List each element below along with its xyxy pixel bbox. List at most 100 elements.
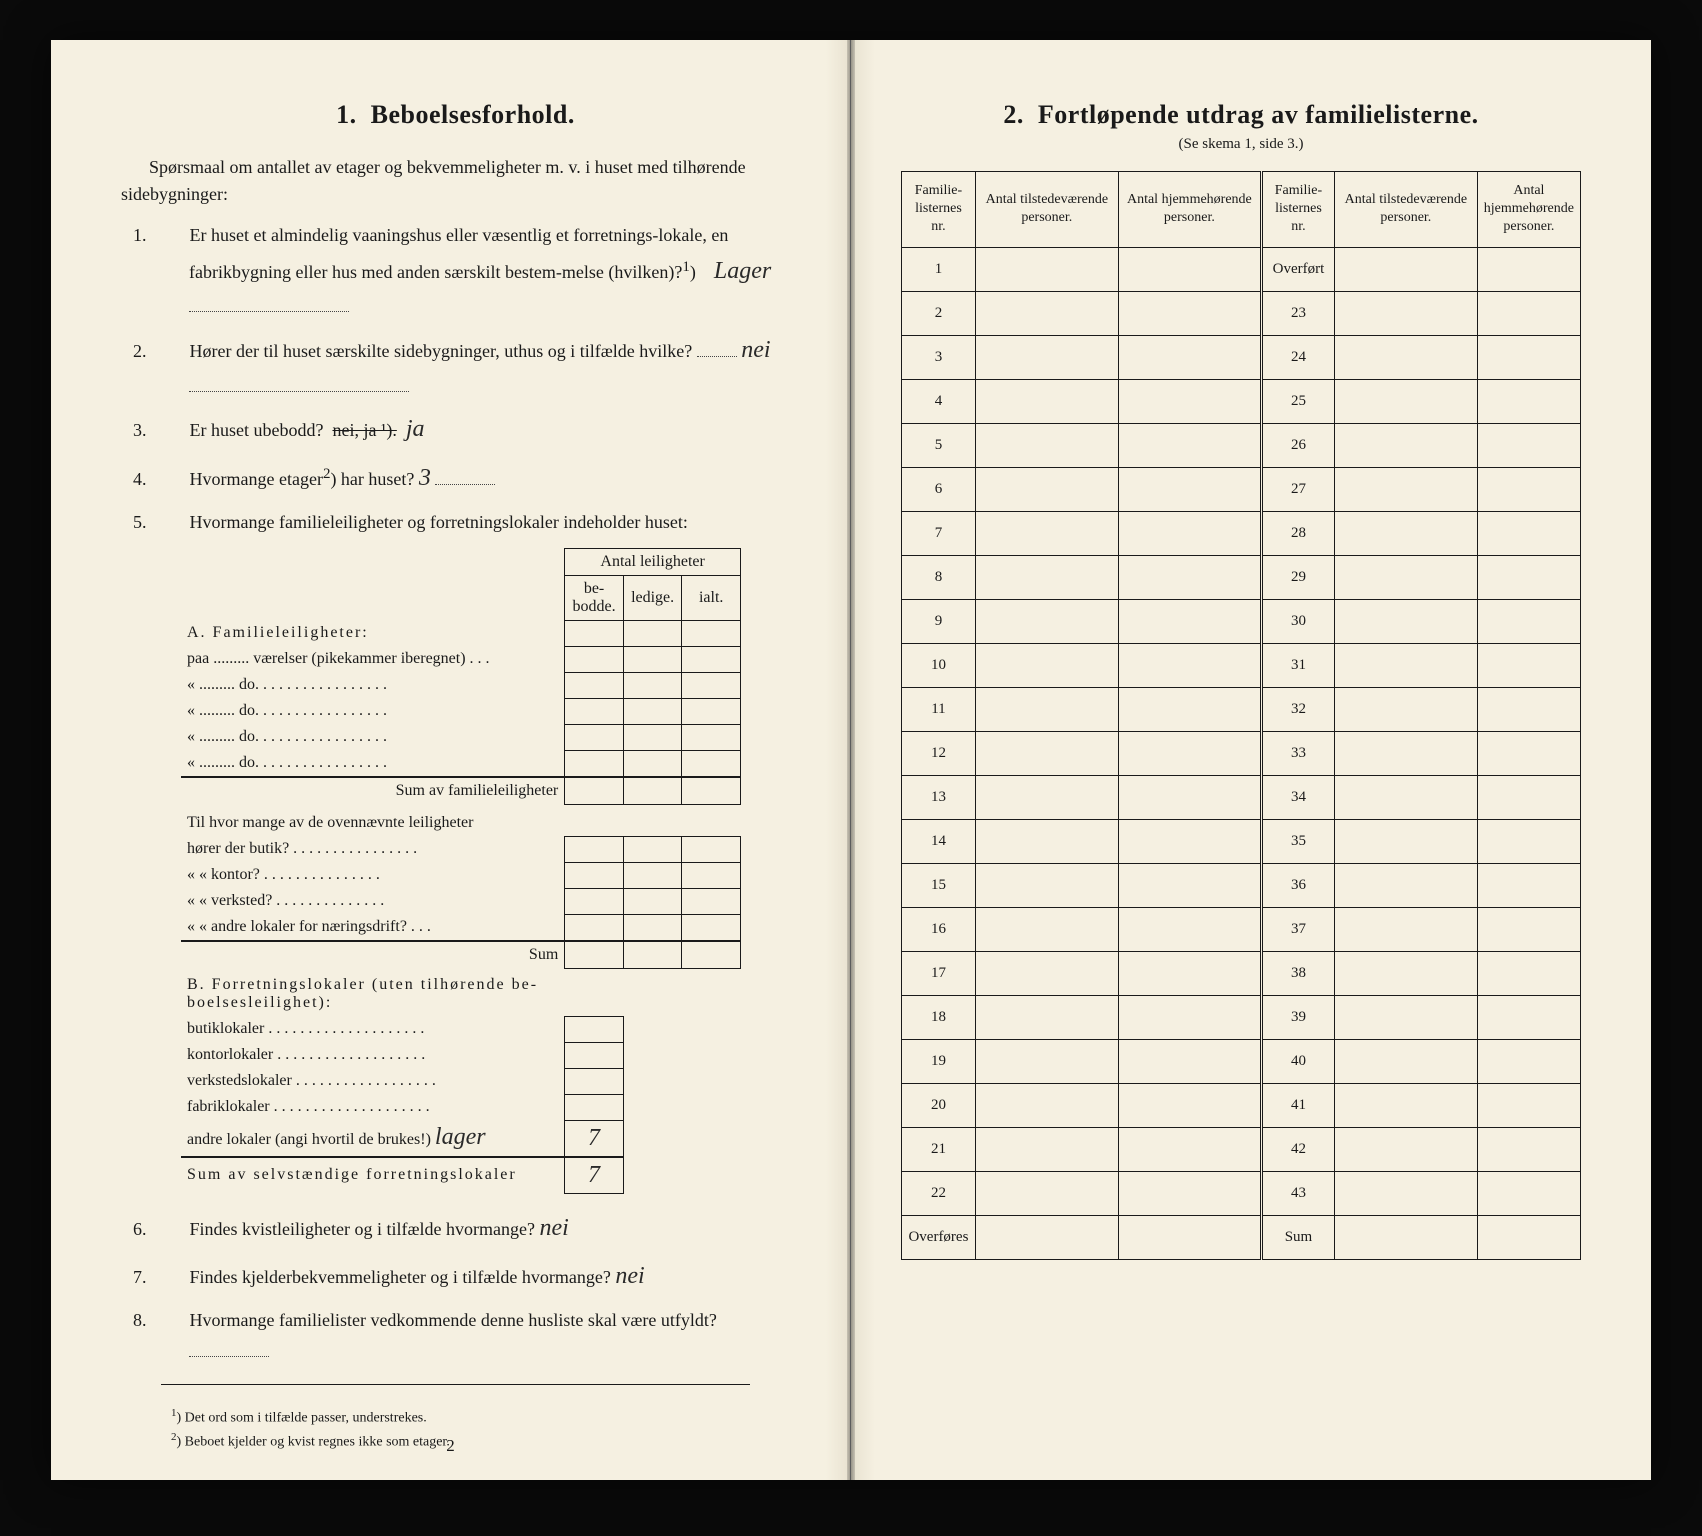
A-row: « ......... do. . . . . . . . . . . . . …: [181, 750, 565, 777]
table-row: 2041: [902, 1083, 1581, 1127]
data-cell: [975, 731, 1118, 775]
data-cell: [1477, 1215, 1580, 1259]
q1-text: Er huset et almindelig vaaningshus eller…: [189, 225, 728, 282]
q3-answer: ja: [406, 416, 425, 442]
data-cell: [1118, 599, 1261, 643]
data-cell: [1477, 467, 1580, 511]
row-number-cell: 29: [1262, 555, 1335, 599]
A-row: « ......... do. . . . . . . . . . . . . …: [181, 698, 565, 724]
row-number-cell: 19: [902, 1039, 976, 1083]
row-number-cell: 24: [1262, 335, 1335, 379]
row-number-cell: 8: [902, 555, 976, 599]
data-cell: [1118, 423, 1261, 467]
data-cell: [1118, 1127, 1261, 1171]
row-number-cell: 6: [902, 467, 976, 511]
data-cell: [1477, 995, 1580, 1039]
row-number-cell: Overføres: [902, 1215, 976, 1259]
data-cell: [1334, 643, 1477, 687]
q4-text-b: ) har huset?: [330, 469, 414, 489]
left-intro: Spørsmaal om antallet av etager og bekve…: [121, 154, 790, 208]
B-sum-val: 7: [588, 1162, 600, 1188]
data-cell: [1334, 907, 1477, 951]
th-col3: Antal hjemmehørende personer.: [1118, 172, 1261, 248]
data-cell: [1477, 379, 1580, 423]
data-cell: [1334, 995, 1477, 1039]
B-other-label: andre lokaler (angi hvortil de brukes!): [187, 1131, 431, 1148]
table-row: 526: [902, 423, 1581, 467]
table-row: 324: [902, 335, 1581, 379]
data-cell: [1334, 1171, 1477, 1215]
data-cell: [1118, 819, 1261, 863]
q1: 1. Er huset et almindelig vaaningshus el…: [161, 220, 790, 322]
page-left: 1. Beboelsesforhold. Spørsmaal om antall…: [51, 40, 851, 1480]
table-row: 1738: [902, 951, 1581, 995]
row-number-cell: 32: [1262, 687, 1335, 731]
data-cell: [975, 511, 1118, 555]
data-cell: [1118, 379, 1261, 423]
A-row: paa ......... værelser (pikekammer ibere…: [181, 646, 565, 672]
data-cell: [1334, 291, 1477, 335]
data-cell: [1118, 555, 1261, 599]
data-cell: [1118, 863, 1261, 907]
inner-h2: ledige.: [623, 575, 682, 620]
data-cell: [1477, 863, 1580, 907]
row-number-cell: Sum: [1262, 1215, 1335, 1259]
q4-fill: [435, 484, 495, 485]
data-cell: [975, 379, 1118, 423]
row-number-cell: 30: [1262, 599, 1335, 643]
family-tbody: 1Overført2233244255266277288299301031113…: [902, 247, 1581, 1259]
table-row: 728: [902, 511, 1581, 555]
table-row: 1334: [902, 775, 1581, 819]
q5-text: Hvormange familieleiligheter og forretni…: [190, 512, 688, 532]
q1-fill: [189, 311, 349, 312]
q6-answer: nei: [539, 1215, 568, 1241]
q6-text: Findes kvistleiligheter og i tilfælde hv…: [190, 1219, 535, 1239]
data-cell: [975, 819, 1118, 863]
data-cell: [1334, 511, 1477, 555]
data-cell: [1334, 379, 1477, 423]
q3-num: 3.: [161, 415, 185, 446]
data-cell: [975, 1127, 1118, 1171]
q2-fill-a: [697, 356, 737, 357]
table-row: 8 29: [902, 555, 1581, 599]
data-cell: [975, 643, 1118, 687]
row-number-cell: 18: [902, 995, 976, 1039]
data-cell: [975, 1171, 1118, 1215]
data-cell: [1334, 423, 1477, 467]
row-number-cell: 35: [1262, 819, 1335, 863]
row-number-cell: 4: [902, 379, 976, 423]
q2-num: 2.: [161, 336, 185, 367]
q2-text: Hører der til huset særskilte sidebygnin…: [190, 341, 693, 361]
row-number-cell: 13: [902, 775, 976, 819]
q1-answer: Lager: [714, 258, 771, 284]
page-right: 2. Fortløpende utdrag av familielisterne…: [851, 40, 1651, 1480]
data-cell: [1477, 423, 1580, 467]
data-cell: [1477, 819, 1580, 863]
q4-num: 4.: [161, 464, 185, 495]
data-cell: [1334, 731, 1477, 775]
row-number-cell: 27: [1262, 467, 1335, 511]
A-row: « ......... do. . . . . . . . . . . . . …: [181, 672, 565, 698]
row-number-cell: 17: [902, 951, 976, 995]
data-cell: [1334, 687, 1477, 731]
q4-answer: 3: [419, 465, 431, 491]
table-row: 1536: [902, 863, 1581, 907]
q4: 4. Hvormange etager2) har huset? 3: [161, 458, 790, 499]
data-cell: [1477, 511, 1580, 555]
q7: 7. Findes kjelderbekvemmeligheter og i t…: [161, 1256, 790, 1297]
inner-h1: be-bodde.: [565, 575, 624, 620]
row-number-cell: 5: [902, 423, 976, 467]
data-cell: [1477, 1039, 1580, 1083]
q4-text-a: Hvormange etager: [190, 469, 323, 489]
table-row: 11 32: [902, 687, 1581, 731]
q2: 2. Hører der til huset særskilte sidebyg…: [161, 330, 790, 401]
spine-shadow: [847, 40, 855, 1480]
mid-q: Til hvor mange av de ovennævnte leilighe…: [181, 804, 565, 836]
th-col1: Familie-listernes nr.: [902, 172, 976, 248]
table-row: 1031: [902, 643, 1581, 687]
row-number-cell: 36: [1262, 863, 1335, 907]
inner-table-wrap: Antal leiligheter be-bodde. ledige. ialt…: [181, 548, 790, 1194]
inner-header-top: Antal leiligheter: [565, 548, 741, 575]
data-cell: [1334, 951, 1477, 995]
row-number-cell: 11: [902, 687, 976, 731]
